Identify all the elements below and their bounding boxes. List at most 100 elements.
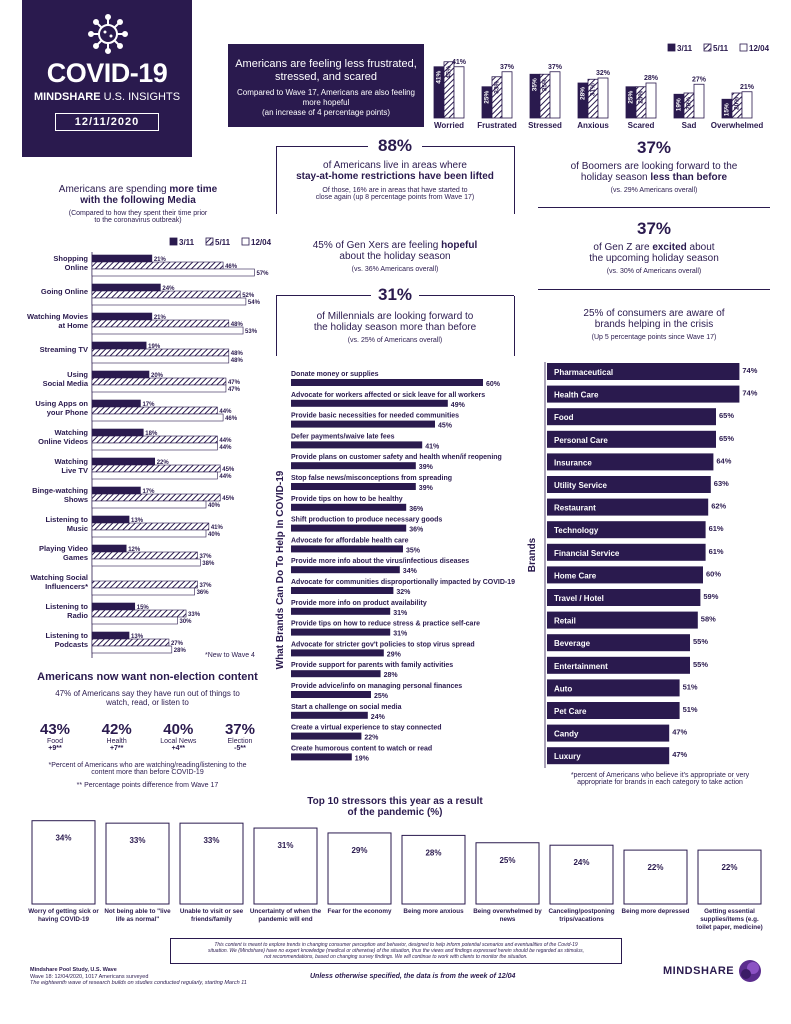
media-bar: [91, 457, 156, 466]
nonelection-note1b: content more than before COVID-19: [91, 769, 204, 776]
stressor-value: 28%: [425, 848, 441, 857]
legend-label: 12/04: [749, 44, 770, 53]
brands-axis-label: Brands: [527, 537, 538, 572]
aware-note: (Up 5 percentage points since Wave 17): [591, 334, 717, 341]
genz-line1: of Gen Z are excited about: [593, 242, 715, 253]
millennials-border-right: [514, 296, 515, 356]
help-bar: [291, 587, 394, 594]
brands-bar: [547, 589, 701, 606]
brands-bar: [547, 724, 670, 742]
brands-bar: [547, 385, 740, 403]
media-bar: [91, 384, 227, 393]
help-category: Create humorous content to watch or read: [291, 745, 432, 752]
stat-88-line1: of Americans live in areas where: [323, 160, 467, 171]
media-bar: [91, 522, 210, 531]
brands-value: 64%: [716, 456, 731, 465]
stat-genx: 45% of Gen Xers are feeling hopeful abou…: [276, 240, 514, 273]
feelings-value: 33%: [494, 81, 501, 94]
help-value: 36%: [409, 506, 424, 513]
brands-bar: [547, 747, 670, 765]
help-value: 35%: [406, 547, 421, 554]
media-category: Going Online: [41, 287, 88, 296]
media-bar: [91, 377, 227, 386]
media-bar: [91, 254, 153, 263]
stressors-title: Top 10 stressors this year as a result of…: [307, 796, 483, 818]
media-bar: [91, 486, 141, 495]
media-value: 37%: [199, 583, 212, 589]
feelings-value: 20%: [686, 97, 693, 110]
disclaimer: This content is meant to explore trends …: [170, 938, 622, 964]
help-bar: [291, 399, 448, 407]
media-value: 17%: [142, 489, 155, 495]
stressor-category: Canceling/postponing: [548, 908, 614, 915]
stressor-value: 22%: [721, 863, 737, 872]
media-value: 44%: [219, 438, 232, 444]
genx-line1: 45% of Gen Xers are feeling hopeful: [312, 240, 478, 251]
media-value: 21%: [154, 315, 167, 321]
help-category: Stop false news/misconceptions from spre…: [291, 475, 452, 482]
help-bar: [291, 753, 352, 761]
media-value: 38%: [202, 561, 215, 567]
brands-category: Pharmaceutical: [554, 368, 613, 377]
help-category: Provide basic necessities for needed com…: [291, 413, 459, 420]
help-bar: [291, 691, 371, 698]
media-value: 17%: [142, 402, 155, 408]
virus-icon: [88, 14, 128, 54]
media-bar: [91, 442, 218, 451]
media-value: 24%: [162, 286, 175, 292]
brands-value: 74%: [742, 389, 757, 398]
brands-value: 65%: [719, 411, 734, 420]
help-category: Start a challenge on social media: [291, 704, 402, 711]
help-bar: [291, 524, 407, 532]
media-bar: [91, 587, 195, 596]
boomers-note: (vs. 29% Americans overall): [610, 187, 698, 194]
brands-bar: [547, 408, 716, 426]
millennials-line1: of Millennials are looking forward to: [316, 311, 474, 322]
media-bar: [91, 609, 187, 618]
brands-bar: [547, 634, 690, 652]
media-category: Using Apps on: [35, 399, 88, 408]
media-bar: [91, 312, 153, 321]
brands-category: Luxury: [554, 752, 581, 761]
media-value: 45%: [222, 496, 235, 502]
media-bar: [91, 616, 178, 625]
media-value: 48%: [231, 322, 244, 328]
media-bar: [91, 268, 255, 277]
feelings-category: Stressed: [528, 121, 562, 130]
legend-label: 5/11: [215, 238, 231, 247]
help-category: Defer payments/waive late fees: [291, 433, 395, 440]
legend-swatch: [169, 237, 178, 246]
media-category: Binge-watching: [32, 486, 88, 495]
media-category: your Phone: [47, 408, 88, 417]
brands-category: Personal Care: [554, 436, 608, 445]
help-bar: [291, 566, 400, 574]
feelings-headline: Americans are feeling less frustrated, s…: [235, 58, 417, 83]
brands-category: Health Care: [554, 391, 599, 400]
media-value: 57%: [256, 271, 269, 277]
stressor-category: Being more depressed: [622, 908, 690, 915]
media-category: Online: [65, 263, 88, 272]
media-value: 37%: [199, 554, 212, 560]
divider: [538, 207, 770, 208]
help-category: Advocate for affordable health care: [291, 537, 409, 544]
media-value: 48%: [231, 351, 244, 357]
help-category: Provide plans on customer safety and hea…: [291, 454, 502, 461]
stressor-value: 34%: [55, 834, 71, 843]
media-bar: [91, 283, 161, 292]
stressor-category: Being overwhelmed by: [473, 908, 542, 915]
brands-value: 47%: [672, 750, 687, 759]
media-bar: [91, 500, 207, 509]
media-bar: [91, 493, 221, 502]
stressor-category: Uncertainty of when the: [250, 908, 322, 915]
feelings-value: 41%: [452, 59, 467, 66]
help-category: Donate money or supplies: [291, 371, 379, 378]
stressor-value: 31%: [277, 841, 293, 850]
help-category: Provide support for parents with family …: [291, 662, 453, 669]
help-category: Advocate for communities disproportional…: [291, 579, 515, 586]
brands-value: 74%: [742, 366, 757, 375]
brands-value: 61%: [709, 524, 724, 533]
brands-value: 55%: [693, 637, 708, 646]
feelings-value: 25%: [638, 91, 645, 104]
stressor-bar: [179, 822, 244, 905]
